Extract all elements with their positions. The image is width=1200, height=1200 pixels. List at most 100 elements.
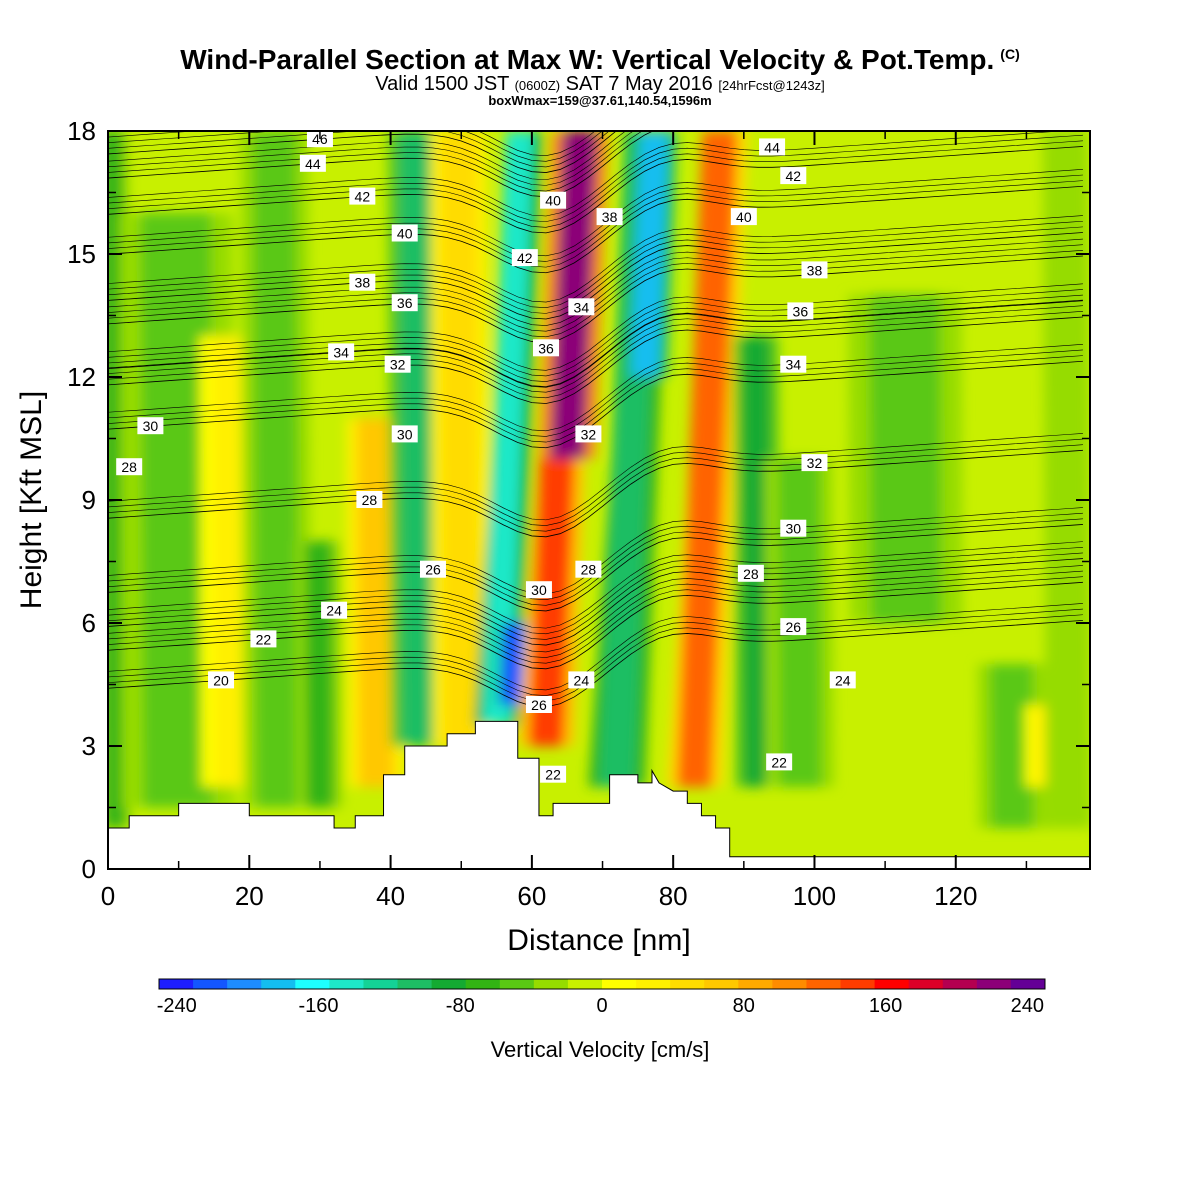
isentrope-label: 26	[419, 560, 446, 578]
isentrope-label-text: 30	[397, 426, 413, 442]
isentrope-label-text: 28	[121, 459, 137, 475]
isentrope-line	[108, 232, 1083, 320]
isentrope-label: 30	[780, 519, 807, 537]
isentrope-label: 40	[391, 224, 418, 242]
isentrope-line	[108, 305, 1083, 393]
isentrope-label: 34	[780, 355, 807, 373]
colorbar-swatch	[465, 979, 501, 989]
isentrope-line	[108, 360, 1083, 449]
colorbar-swatch	[874, 979, 910, 989]
isentrope-line	[108, 131, 610, 168]
velocity-band	[990, 664, 1034, 828]
isentrope-line	[108, 294, 1083, 382]
valid-prefix: Valid 1500 JST	[375, 73, 510, 95]
colorbar-swatch	[193, 979, 228, 989]
isentrope-label-text: 36	[538, 340, 554, 356]
isentrope-label: 22	[540, 765, 567, 783]
isentrope-line	[108, 546, 1083, 635]
isentrope-label-text: 38	[807, 262, 823, 278]
isentrope-labels: 20 22 22 24 24 26 26 28 28 30 30 32 32 34 34 36 36 38 38 40…	[116, 130, 856, 783]
x-tick-label: 60	[517, 881, 546, 911]
isentrope-label: 32	[801, 454, 828, 472]
isentrope-label: 20	[208, 671, 235, 689]
isentrope-label: 22	[766, 753, 793, 771]
isentrope-label-text: 40	[397, 226, 413, 242]
isentrope-label: 28	[356, 491, 383, 508]
colorbar-swatch	[499, 979, 535, 989]
isentrope-label-text: 22	[771, 754, 787, 770]
isentrope-label-text: 30	[531, 582, 547, 598]
valid-zulu: (0600Z)	[514, 78, 561, 93]
colorbar-swatch	[738, 979, 773, 989]
isentrope-label: 42	[780, 167, 807, 185]
colorbar: -240 -160 -80 0 80 160 240	[157, 978, 1046, 1017]
isentrope-label: 44	[759, 138, 786, 156]
isentrope-label-text: 44	[764, 139, 780, 155]
y-tick-label: 3	[82, 731, 96, 761]
isentrope-line	[108, 349, 1083, 437]
isentrope-line	[108, 299, 1083, 387]
isentrope-line	[108, 174, 1083, 262]
isentrope-label: 30	[391, 425, 418, 443]
isentrope-label-text: 30	[785, 521, 801, 537]
isentrope-label-text: 40	[545, 193, 561, 209]
colorbar-swatch	[806, 979, 842, 989]
x-tick-label: 120	[934, 881, 977, 911]
x-tick-label: 20	[235, 881, 264, 911]
velocity-band	[630, 131, 669, 377]
colorbar-swatch	[363, 979, 399, 989]
isentrope-label: 26	[525, 696, 552, 713]
isentrope-label-text: 32	[807, 455, 823, 471]
colorbar-swatch	[159, 979, 194, 989]
colorbar-swatch	[704, 979, 739, 989]
colorbar-swatch	[670, 979, 705, 989]
isentrope-label-text: 36	[793, 303, 809, 319]
isentrope-label-text: 24	[574, 672, 590, 688]
colorbar-tick-label: -240	[157, 995, 197, 1017]
isentrope-label-text: 24	[835, 672, 851, 688]
colorbar-swatch	[227, 979, 262, 989]
isentrope-label-text: 36	[397, 295, 413, 311]
isentrope-label: 28	[737, 564, 764, 582]
chart-valid-time: Valid 1500 JST (0600Z) SAT 7 May 2016 [2…	[0, 73, 1200, 96]
isentrope-label: 38	[349, 273, 376, 291]
y-tick-label: 6	[82, 608, 96, 638]
isentrope-contours	[108, 131, 1083, 708]
isentrope-line	[108, 131, 785, 198]
isentrope-line	[108, 433, 1083, 521]
isentrope-line	[108, 355, 1083, 443]
isentrope-label-text: 26	[425, 562, 441, 578]
isentrope-line	[108, 614, 1083, 702]
isentrope-line	[108, 146, 1083, 234]
isentrope-line	[108, 300, 1083, 388]
isentrope-label-text: 40	[736, 209, 752, 225]
colorbar-tick-label: 80	[733, 995, 755, 1017]
y-axis-title: Height [Kft MSL]	[15, 391, 48, 609]
isentrope-line	[108, 518, 1083, 606]
isentrope-line	[108, 344, 1083, 432]
forecast-info: [24hrFcst@1243z]	[718, 78, 825, 93]
isentrope-label: 40	[540, 191, 567, 209]
isentrope-label: 24	[321, 601, 348, 619]
colorbar-swatch	[772, 979, 807, 989]
box-wmax-info: boxWmax=159@37.61,140.54,1596m	[488, 93, 712, 108]
y-tick-label: 9	[82, 485, 96, 515]
isentrope-label-text: 28	[362, 492, 378, 508]
colorbar-swatch	[295, 979, 330, 989]
isentrope-label: 30	[137, 417, 164, 435]
isentrope-label-text: 32	[581, 426, 597, 442]
terrain-mask	[107, 720, 1091, 870]
isentrope-label: 34	[568, 298, 595, 316]
isentrope-label: 36	[391, 294, 418, 312]
isentrope-line	[108, 244, 1083, 332]
isentrope-line	[108, 438, 1083, 526]
isentrope-label-text: 28	[581, 562, 597, 578]
velocity-band	[500, 623, 525, 705]
y-tick-label: 18	[67, 116, 96, 146]
colorbar-frame	[158, 978, 1046, 990]
colorbar-swatch	[397, 979, 433, 989]
velocity-band	[440, 131, 479, 746]
colorbar-swatch	[431, 979, 467, 989]
y-tick-label: 15	[67, 239, 96, 269]
